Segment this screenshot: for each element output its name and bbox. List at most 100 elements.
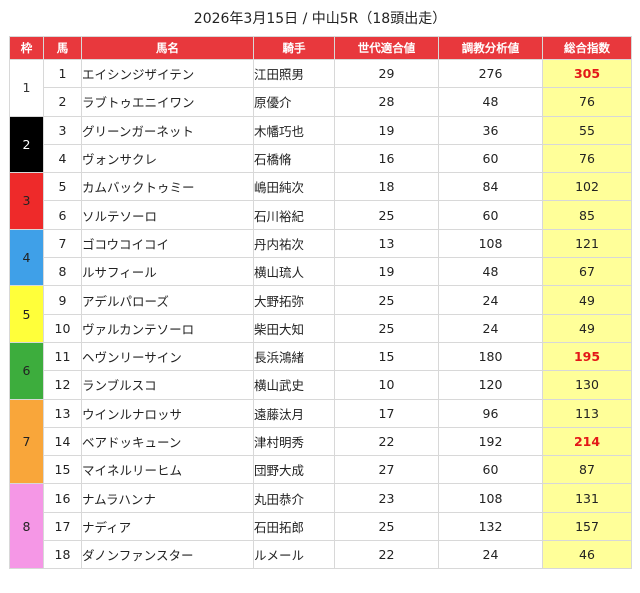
horse-name: カムバックトゥミー — [81, 172, 254, 202]
total-index: 131 — [542, 483, 632, 513]
horse-number: 15 — [43, 455, 82, 485]
generation-value: 19 — [334, 257, 439, 287]
table-row: 14 ベアドッキューン 津村明秀 22 192 214 — [10, 426, 632, 457]
header-generation: 世代適合値 — [334, 36, 439, 60]
generation-value: 29 — [334, 58, 439, 89]
waku-cell: 6 — [9, 341, 44, 400]
training-value: 96 — [438, 398, 543, 428]
jockey-name: 原優介 — [253, 87, 335, 117]
training-value: 24 — [438, 313, 543, 343]
horse-number: 16 — [43, 483, 82, 513]
training-value: 24 — [438, 540, 543, 570]
jockey-name: ルメール — [253, 540, 335, 570]
training-value: 108 — [438, 483, 543, 513]
table-row: 2 ラブトゥエニイワン 原優介 28 48 76 — [10, 87, 632, 117]
horse-number: 10 — [43, 313, 82, 343]
training-value: 60 — [438, 455, 543, 485]
horse-name: アデルパローズ — [81, 285, 254, 315]
generation-value: 17 — [334, 398, 439, 428]
generation-value: 25 — [334, 511, 439, 542]
total-index: 102 — [542, 172, 632, 202]
total-index: 113 — [542, 398, 632, 428]
jockey-name: 石川裕紀 — [253, 200, 335, 230]
total-index: 214 — [542, 426, 632, 457]
horse-name: ソルテソーロ — [81, 200, 254, 230]
generation-value: 25 — [334, 285, 439, 315]
horse-name: グリーンガーネット — [81, 115, 254, 145]
jockey-name: 団野大成 — [253, 455, 335, 485]
jockey-name: 江田照男 — [253, 58, 335, 89]
table-row: 3 5 カムバックトゥミー 嶋田純次 18 84 102 — [9, 172, 632, 230]
header-training: 調教分析値 — [438, 36, 543, 60]
total-index: 76 — [542, 143, 632, 174]
jockey-name: 柴田大知 — [253, 313, 335, 343]
header-uma: 馬 — [43, 36, 82, 60]
training-value: 60 — [438, 200, 543, 230]
horse-name: ランブルスコ — [81, 370, 254, 400]
jockey-name: 丸田恭介 — [253, 483, 335, 513]
table-row: 4 7 ゴコウコイコイ 丹内祐次 13 108 121 — [9, 228, 632, 287]
horse-name: ヘヴンリーサイン — [81, 341, 254, 372]
horse-name: ルサフィール — [81, 257, 254, 287]
total-index: 46 — [542, 540, 632, 570]
horse-number: 14 — [43, 426, 82, 457]
waku-cell: 7 — [9, 398, 44, 485]
horse-number: 13 — [43, 398, 82, 428]
horse-number: 6 — [43, 200, 82, 230]
horse-number: 18 — [43, 540, 82, 570]
table-row: 8 ルサフィール 横山琉人 19 48 67 — [10, 257, 632, 287]
race-table: 枠 馬 馬名 騎手 世代適合値 調教分析値 総合指数 1 1 エイシンジザイテン 江田… — [9, 36, 632, 570]
jockey-name: 津村明秀 — [253, 426, 335, 457]
generation-value: 13 — [334, 228, 439, 259]
generation-value: 25 — [334, 200, 439, 230]
generation-value: 15 — [334, 341, 439, 372]
training-value: 108 — [438, 228, 543, 259]
training-value: 276 — [438, 58, 543, 89]
header-name: 馬名 — [81, 36, 254, 60]
horse-name: ヴァルカンテソーロ — [81, 313, 254, 343]
training-value: 132 — [438, 511, 543, 542]
jockey-name: 石橋脩 — [253, 143, 335, 174]
horse-name: ラブトゥエニイワン — [81, 87, 254, 117]
waku-cell: 1 — [9, 59, 44, 117]
jockey-name: 丹内祐次 — [253, 228, 335, 259]
horse-number: 2 — [43, 87, 82, 117]
generation-value: 22 — [334, 540, 439, 570]
total-index: 195 — [542, 341, 632, 372]
table-row: 7 13 ウインルナロッサ 遠藤汰月 17 96 113 — [9, 398, 632, 485]
training-value: 48 — [438, 87, 543, 117]
total-index: 55 — [542, 115, 632, 145]
generation-value: 23 — [334, 483, 439, 513]
generation-value: 18 — [334, 172, 439, 202]
table-row: 5 9 アデルパローズ 大野拓弥 25 24 49 — [9, 285, 632, 343]
horse-name: ベアドッキューン — [81, 426, 254, 457]
horse-number: 9 — [43, 285, 82, 315]
table-row: 12 ランブルスコ 横山武史 10 120 130 — [10, 370, 632, 400]
horse-number: 4 — [43, 143, 82, 174]
generation-value: 22 — [334, 426, 439, 457]
training-value: 192 — [438, 426, 543, 457]
training-value: 24 — [438, 285, 543, 315]
header-jockey: 騎手 — [253, 36, 335, 60]
waku-cell: 3 — [9, 172, 44, 230]
table-row: 18 ダノンファンスター ルメール 22 24 46 — [10, 540, 632, 570]
horse-number: 7 — [43, 228, 82, 259]
table-row: 2 3 グリーンガーネット 木幡巧也 19 36 55 — [9, 115, 632, 174]
horse-name: エイシンジザイテン — [81, 58, 254, 89]
total-index: 87 — [542, 455, 632, 485]
total-index: 76 — [542, 87, 632, 117]
table-header-row: 枠 馬 馬名 騎手 世代適合値 調教分析値 総合指数 — [9, 36, 632, 60]
horse-number: 11 — [43, 341, 82, 372]
table-row: 8 16 ナムラハンナ 丸田恭介 23 108 131 — [9, 483, 632, 570]
generation-value: 25 — [334, 313, 439, 343]
table-body: 1 1 エイシンジザイテン 江田照男 29 276 305 2 ラブトゥエニイワン 原優介 28 48… — [9, 58, 632, 570]
generation-value: 27 — [334, 455, 439, 485]
table-row: 15 マイネルリーヒム 団野大成 27 60 87 — [10, 455, 632, 485]
training-value: 48 — [438, 257, 543, 287]
waku-cell: 2 — [9, 115, 44, 174]
horse-number: 3 — [43, 115, 82, 145]
total-index: 49 — [542, 313, 632, 343]
generation-value: 16 — [334, 143, 439, 174]
horse-name: ウインルナロッサ — [81, 398, 254, 428]
total-index: 49 — [542, 285, 632, 315]
